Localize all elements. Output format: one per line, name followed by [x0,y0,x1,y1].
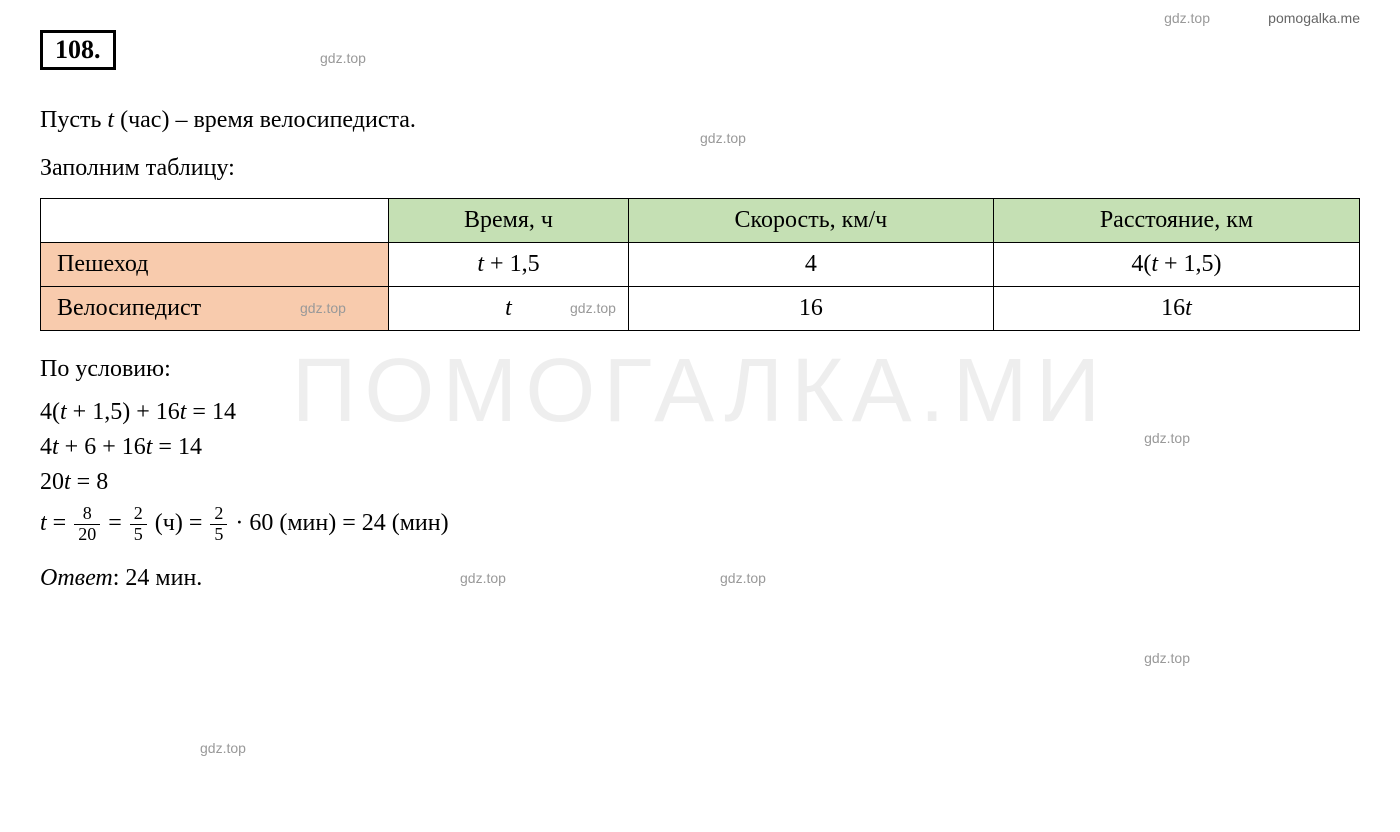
table-cell: 16t [993,287,1359,331]
watermark-small: gdz.top [200,740,246,756]
table-cell: t + 1,5 [389,243,629,287]
condition-label: По условию: [40,351,1360,387]
watermark-small: gdz.top [720,570,766,586]
watermark-small: gdz.top [1164,10,1210,26]
watermark-small: gdz.top [460,570,506,586]
answer: Ответ: 24 мин. [40,565,1360,592]
table-cell: 4(t + 1,5) [993,243,1359,287]
watermark-small: gdz.top [1144,430,1190,446]
problem-number: 108. [40,30,116,70]
table-intro: Заполним таблицу: [40,150,1360,186]
table-corner [41,199,389,243]
watermark-small: gdz.top [300,300,346,316]
table-header: Время, ч [389,199,629,243]
watermark-small: gdz.top [700,130,746,146]
table-cell: 4 [628,243,993,287]
final-equation: t = 820 = 25 (ч) = 25 · 60 (мин) = 24 (м… [40,504,1360,545]
table-header: Скорость, км/ч [628,199,993,243]
answer-text: : 24 мин. [113,565,203,591]
equation: 20t = 8 [40,469,1360,496]
watermark-small: gdz.top [570,300,616,316]
data-table: Время, ч Скорость, км/ч Расстояние, км П… [40,198,1360,331]
table-cell: 16 [628,287,993,331]
answer-label: Ответ [40,565,113,591]
table-header: Расстояние, км [993,199,1359,243]
watermark-corner: pomogalka.me [1268,10,1360,26]
watermark-small: gdz.top [320,50,366,66]
table-row-label: Пешеход [41,243,389,287]
watermark-small: gdz.top [1144,650,1190,666]
equation: 4(t + 1,5) + 16t = 14 [40,399,1360,426]
